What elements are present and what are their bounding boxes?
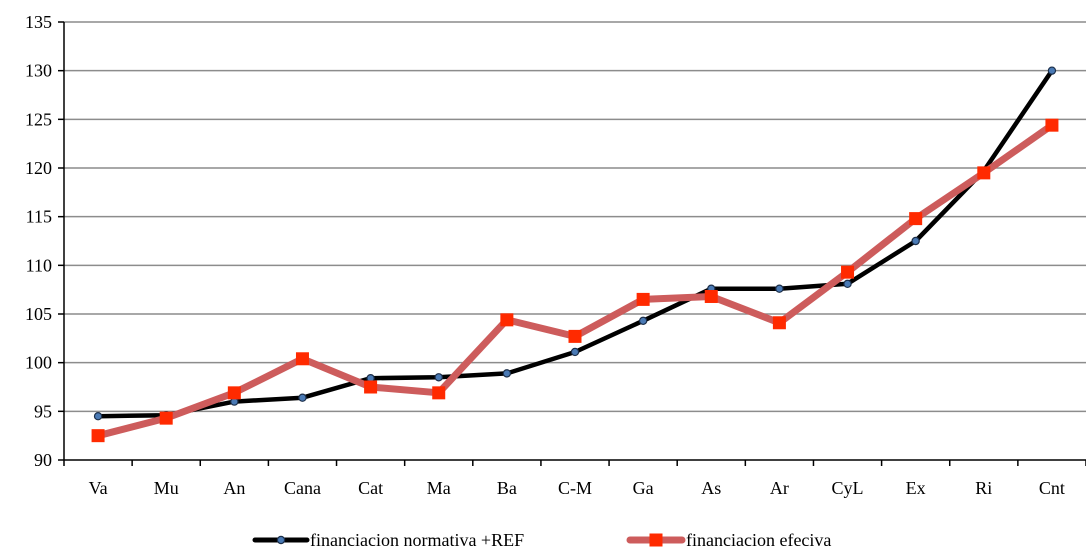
y-tick-label: 115 xyxy=(26,207,52,227)
data-point-efeciva xyxy=(568,329,582,343)
x-tick-label: Ma xyxy=(427,478,451,498)
data-point-normativa xyxy=(638,316,648,326)
y-tick-label: 135 xyxy=(25,12,52,32)
data-point-normativa xyxy=(298,393,307,402)
x-tick-label: An xyxy=(223,478,245,498)
data-point-efeciva xyxy=(977,166,991,180)
x-tick-label: Cana xyxy=(284,478,321,498)
data-point-normativa xyxy=(570,347,580,357)
x-tick-label: Va xyxy=(89,478,108,498)
x-tick-label: Mu xyxy=(154,478,179,498)
legend-marker-normativa xyxy=(276,535,286,545)
data-point-normativa xyxy=(775,284,784,293)
y-tick-label: 125 xyxy=(25,109,52,129)
data-point-efeciva xyxy=(91,429,105,443)
data-point-normativa xyxy=(1047,66,1057,75)
data-point-efeciva xyxy=(1045,118,1059,132)
axes xyxy=(58,21,1086,466)
data-point-efeciva xyxy=(909,212,923,226)
x-tick-label: Cat xyxy=(358,478,383,498)
x-tick-label: CyL xyxy=(832,478,864,498)
data-point-efeciva xyxy=(364,380,378,394)
x-tick-label: Cnt xyxy=(1039,478,1065,498)
data-point-efeciva xyxy=(432,386,446,400)
series-line-normativa xyxy=(95,68,1055,419)
y-tick-label: 90 xyxy=(34,450,52,470)
y-tick-labels: 90 95 100 105 110 115 120 125 130 135 xyxy=(25,12,52,470)
x-tick-label: Ba xyxy=(497,478,517,498)
legend-marker-efeciva xyxy=(649,533,663,547)
data-point-normativa xyxy=(911,236,920,246)
y-tick-label: 120 xyxy=(25,158,52,178)
grid-lines xyxy=(64,21,1086,413)
series-lines xyxy=(94,68,1056,440)
x-tick-label: As xyxy=(701,478,721,498)
data-point-efeciva xyxy=(500,313,514,327)
y-tick-label: 105 xyxy=(25,304,52,324)
legend-label-normativa: financiacion normativa +REF xyxy=(310,530,524,550)
y-tick-label: 100 xyxy=(25,353,52,373)
data-point-efeciva xyxy=(295,352,309,366)
x-tick-label: Ex xyxy=(906,478,926,498)
legend: financiacion normativa +REF financiacion … xyxy=(252,530,831,550)
data-point-efeciva xyxy=(772,316,786,330)
data-point-efeciva xyxy=(704,289,718,303)
x-tick-labels: Va Mu An Cana Cat Ma Ba C-M Ga As Ar CyL Ex Ri Cnt xyxy=(89,478,1065,498)
series-line-efeciva xyxy=(94,121,1056,440)
series-markers xyxy=(91,66,1059,443)
data-point-efeciva xyxy=(636,292,650,306)
data-point-efeciva xyxy=(841,265,855,279)
data-point-efeciva xyxy=(227,386,241,400)
data-point-efeciva xyxy=(159,411,173,425)
data-point-normativa xyxy=(843,279,852,289)
y-tick-label: 110 xyxy=(26,255,52,275)
x-tick-label: C-M xyxy=(558,478,592,498)
legend-label-efeciva: financiacion efeciva xyxy=(686,530,831,550)
x-tick-label: Ar xyxy=(770,478,789,498)
y-tick-label: 95 xyxy=(34,401,52,421)
y-tick-label: 130 xyxy=(25,61,52,81)
data-point-normativa xyxy=(93,412,103,421)
data-point-normativa xyxy=(502,369,512,378)
x-tick-label: Ga xyxy=(633,478,654,498)
x-tick-label: Ri xyxy=(975,478,992,498)
data-point-normativa xyxy=(434,373,443,382)
